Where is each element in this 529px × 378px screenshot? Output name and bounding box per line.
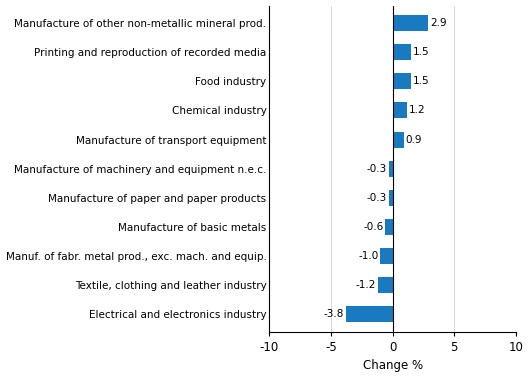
- Text: -0.3: -0.3: [367, 193, 387, 203]
- Bar: [393, 15, 428, 31]
- Text: 1.2: 1.2: [409, 105, 426, 115]
- Bar: [393, 44, 411, 60]
- Text: -0.3: -0.3: [367, 164, 387, 174]
- Bar: [389, 190, 393, 206]
- X-axis label: Change %: Change %: [362, 359, 423, 372]
- Text: 2.9: 2.9: [430, 18, 447, 28]
- Bar: [378, 277, 393, 293]
- Text: -0.6: -0.6: [363, 222, 384, 232]
- Text: -1.2: -1.2: [355, 280, 376, 290]
- Bar: [393, 102, 407, 118]
- Bar: [380, 248, 393, 264]
- Bar: [346, 306, 393, 322]
- Text: 1.5: 1.5: [413, 76, 430, 86]
- Bar: [393, 73, 411, 89]
- Bar: [385, 219, 393, 235]
- Text: -1.0: -1.0: [358, 251, 378, 261]
- Text: 0.9: 0.9: [406, 135, 422, 144]
- Bar: [389, 161, 393, 177]
- Bar: [393, 132, 404, 147]
- Text: -3.8: -3.8: [324, 309, 344, 319]
- Text: 1.5: 1.5: [413, 47, 430, 57]
